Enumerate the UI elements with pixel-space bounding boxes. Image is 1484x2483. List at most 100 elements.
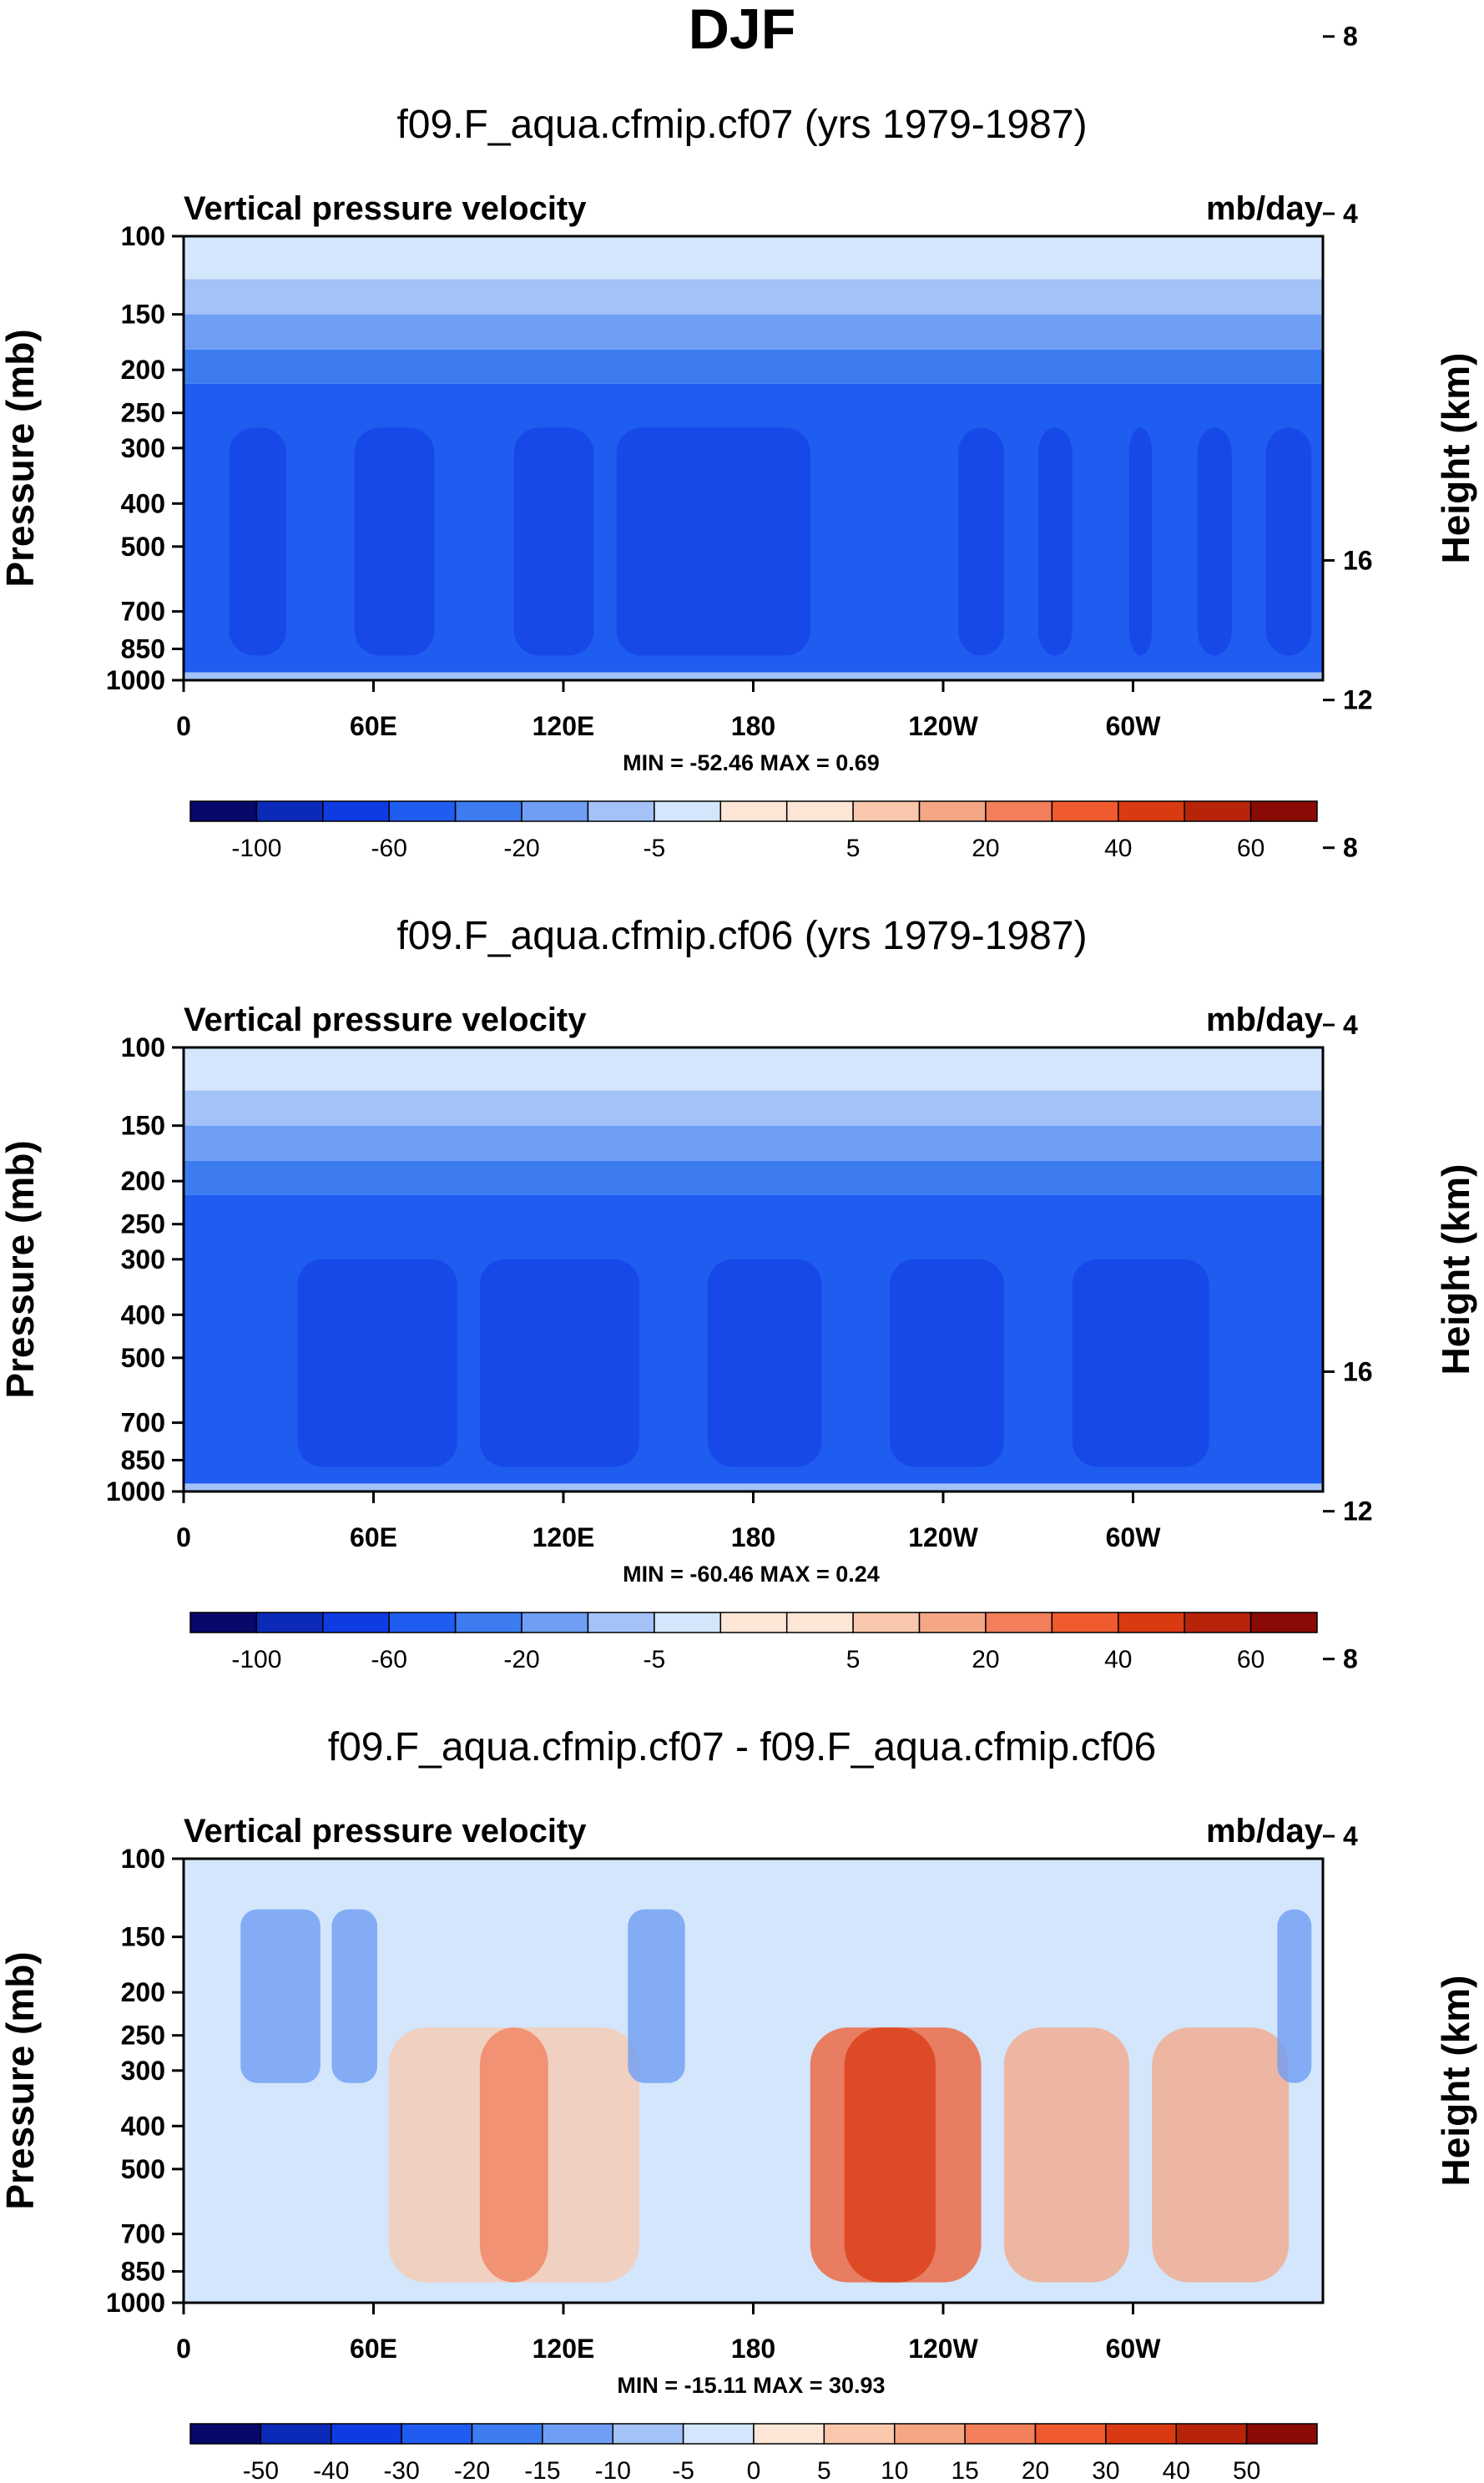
y-right-tick-label: 4 [1343, 199, 1358, 229]
positive-anomaly-4 [479, 2027, 548, 2283]
contour-band-2 [184, 314, 1323, 350]
colorbar-swatch [401, 2423, 473, 2445]
contour-band-0 [184, 236, 1323, 280]
colorbar-swatch [331, 2423, 402, 2445]
convective-cell-4 [1072, 1259, 1209, 1467]
colorbar-swatch [852, 800, 921, 822]
colorbar-label: -100 [231, 1646, 281, 1673]
x-tick-label: 120W [908, 1522, 978, 1552]
y-right-tick-label: 16 [1343, 1356, 1373, 1386]
y-right-tick-label: 16 [1343, 545, 1373, 575]
colorbar-swatch [189, 2423, 262, 2445]
colorbar-label: 60 [1237, 1646, 1264, 1673]
x-tick-label: 0 [176, 2334, 191, 2364]
convective-cell-0 [229, 427, 286, 656]
colorbar-label: -5 [672, 2457, 694, 2483]
convective-cell-7 [1197, 427, 1232, 656]
colorbar-swatch [322, 1612, 390, 1633]
convective-cell-4 [958, 427, 1004, 656]
colorbar-label: -60 [371, 1646, 407, 1673]
y-right-tick-label: 12 [1343, 1496, 1373, 1527]
y-tick-label: 700 [121, 1408, 165, 1438]
y-tick-label: 300 [121, 1244, 165, 1274]
y-tick-label: 100 [121, 221, 165, 251]
contour-band-3 [184, 1160, 1323, 1195]
y-tick-label: 150 [121, 300, 165, 330]
y-tick-label: 250 [121, 1209, 165, 1239]
contour-band-5 [184, 672, 1323, 680]
colorbar-swatch [612, 2423, 684, 2445]
convective-cell-3 [890, 1259, 1004, 1467]
colorbar-swatch [322, 800, 390, 822]
units-label: mb/day [1206, 1002, 1324, 1038]
colorbar-swatch [260, 2423, 332, 2445]
colorbar-swatch [189, 1612, 258, 1633]
colorbar-label: 50 [1233, 2457, 1260, 2483]
colorbar-swatch [1245, 2423, 1318, 2445]
colorbar-swatch [682, 2423, 755, 2445]
min-max-readout: MIN = -52.46 MAX = 0.69 [623, 750, 880, 775]
colorbar-label: 15 [951, 2457, 978, 2483]
contour-field [184, 236, 1323, 680]
x-tick-label: 0 [176, 711, 191, 741]
y-tick-label: 1000 [106, 2288, 165, 2318]
y-tick-label: 100 [121, 1032, 165, 1062]
colorbar-swatch [985, 1612, 1053, 1633]
colorbar-swatch [454, 800, 522, 822]
colorbar-label: -40 [313, 2457, 349, 2483]
y-tick-label: 850 [121, 633, 165, 664]
colorbar-swatch [654, 1612, 722, 1633]
colorbar-label: 20 [1022, 2457, 1049, 2483]
min-max-readout: MIN = -60.46 MAX = 0.24 [623, 1562, 880, 1587]
positive-anomaly-5 [844, 2027, 936, 2283]
colorbar-swatch [189, 800, 258, 822]
colorbar-swatch [1249, 1612, 1318, 1633]
units-label: mb/day [1206, 190, 1324, 227]
panel-title: f09.F_aqua.cfmip.cf06 (yrs 1979-1987) [396, 914, 1087, 958]
colorbar-swatch [654, 800, 722, 822]
colorbar-label: -5 [644, 835, 666, 862]
colorbar-label: 0 [747, 2457, 761, 2483]
x-tick-label: 180 [731, 2334, 775, 2364]
contour-band-1 [184, 279, 1323, 315]
panel-title: f09.F_aqua.cfmip.cf07 (yrs 1979-1987) [396, 103, 1087, 147]
colorbar-swatch [785, 800, 854, 822]
y-axis-label: Pressure (mb) [0, 1140, 42, 1398]
colorbar-label: 5 [817, 2457, 831, 2483]
contour-band-5 [184, 1483, 1323, 1491]
y-tick-label: 500 [121, 1343, 165, 1373]
colorbar: -100 -60 -20 -5 5 20 40 60 [189, 1612, 1318, 1673]
colorbar-label: 5 [846, 1646, 861, 1673]
convective-cell-1 [354, 427, 435, 656]
y-axis-label: Pressure (mb) [0, 1951, 42, 2209]
contour-band-0 [184, 1047, 1323, 1091]
y-tick-label: 100 [121, 1844, 165, 1874]
convective-cell-6 [1128, 427, 1153, 656]
x-tick-label: 120W [908, 2334, 978, 2364]
colorbar-label: -50 [243, 2457, 279, 2483]
colorbar-swatch [1175, 2423, 1248, 2445]
negative-anomaly-3 [1277, 1909, 1312, 2083]
positive-anomaly-2 [1003, 2027, 1129, 2283]
colorbar-label: 30 [1092, 2457, 1119, 2483]
y-tick-label: 300 [121, 2056, 165, 2086]
colorbar-label: 20 [972, 1646, 999, 1673]
colorbar-label: -20 [503, 835, 539, 862]
y-tick-label: 150 [121, 1111, 165, 1141]
negative-anomaly-1 [331, 1909, 378, 2083]
y-right-axis-label: Height (km) [1434, 1976, 1477, 2187]
colorbar-swatch [587, 1612, 655, 1633]
min-max-readout: MIN = -15.11 MAX = 30.93 [617, 2373, 885, 2398]
units-label: mb/day [1206, 1813, 1324, 1850]
contour-band-1 [184, 1090, 1323, 1126]
colorbar-swatch [918, 1612, 987, 1633]
y-tick-label: 500 [121, 2154, 165, 2184]
colorbar-label: -100 [231, 835, 281, 862]
colorbar-label: -15 [524, 2457, 560, 2483]
y-right-tick-label: 8 [1343, 22, 1358, 52]
x-tick-label: 120W [908, 711, 978, 741]
y-right-tick-label: 4 [1343, 1010, 1358, 1040]
contour-field [184, 1859, 1323, 2303]
colorbar-label: -60 [371, 835, 407, 862]
contour-band-2 [184, 1125, 1323, 1161]
